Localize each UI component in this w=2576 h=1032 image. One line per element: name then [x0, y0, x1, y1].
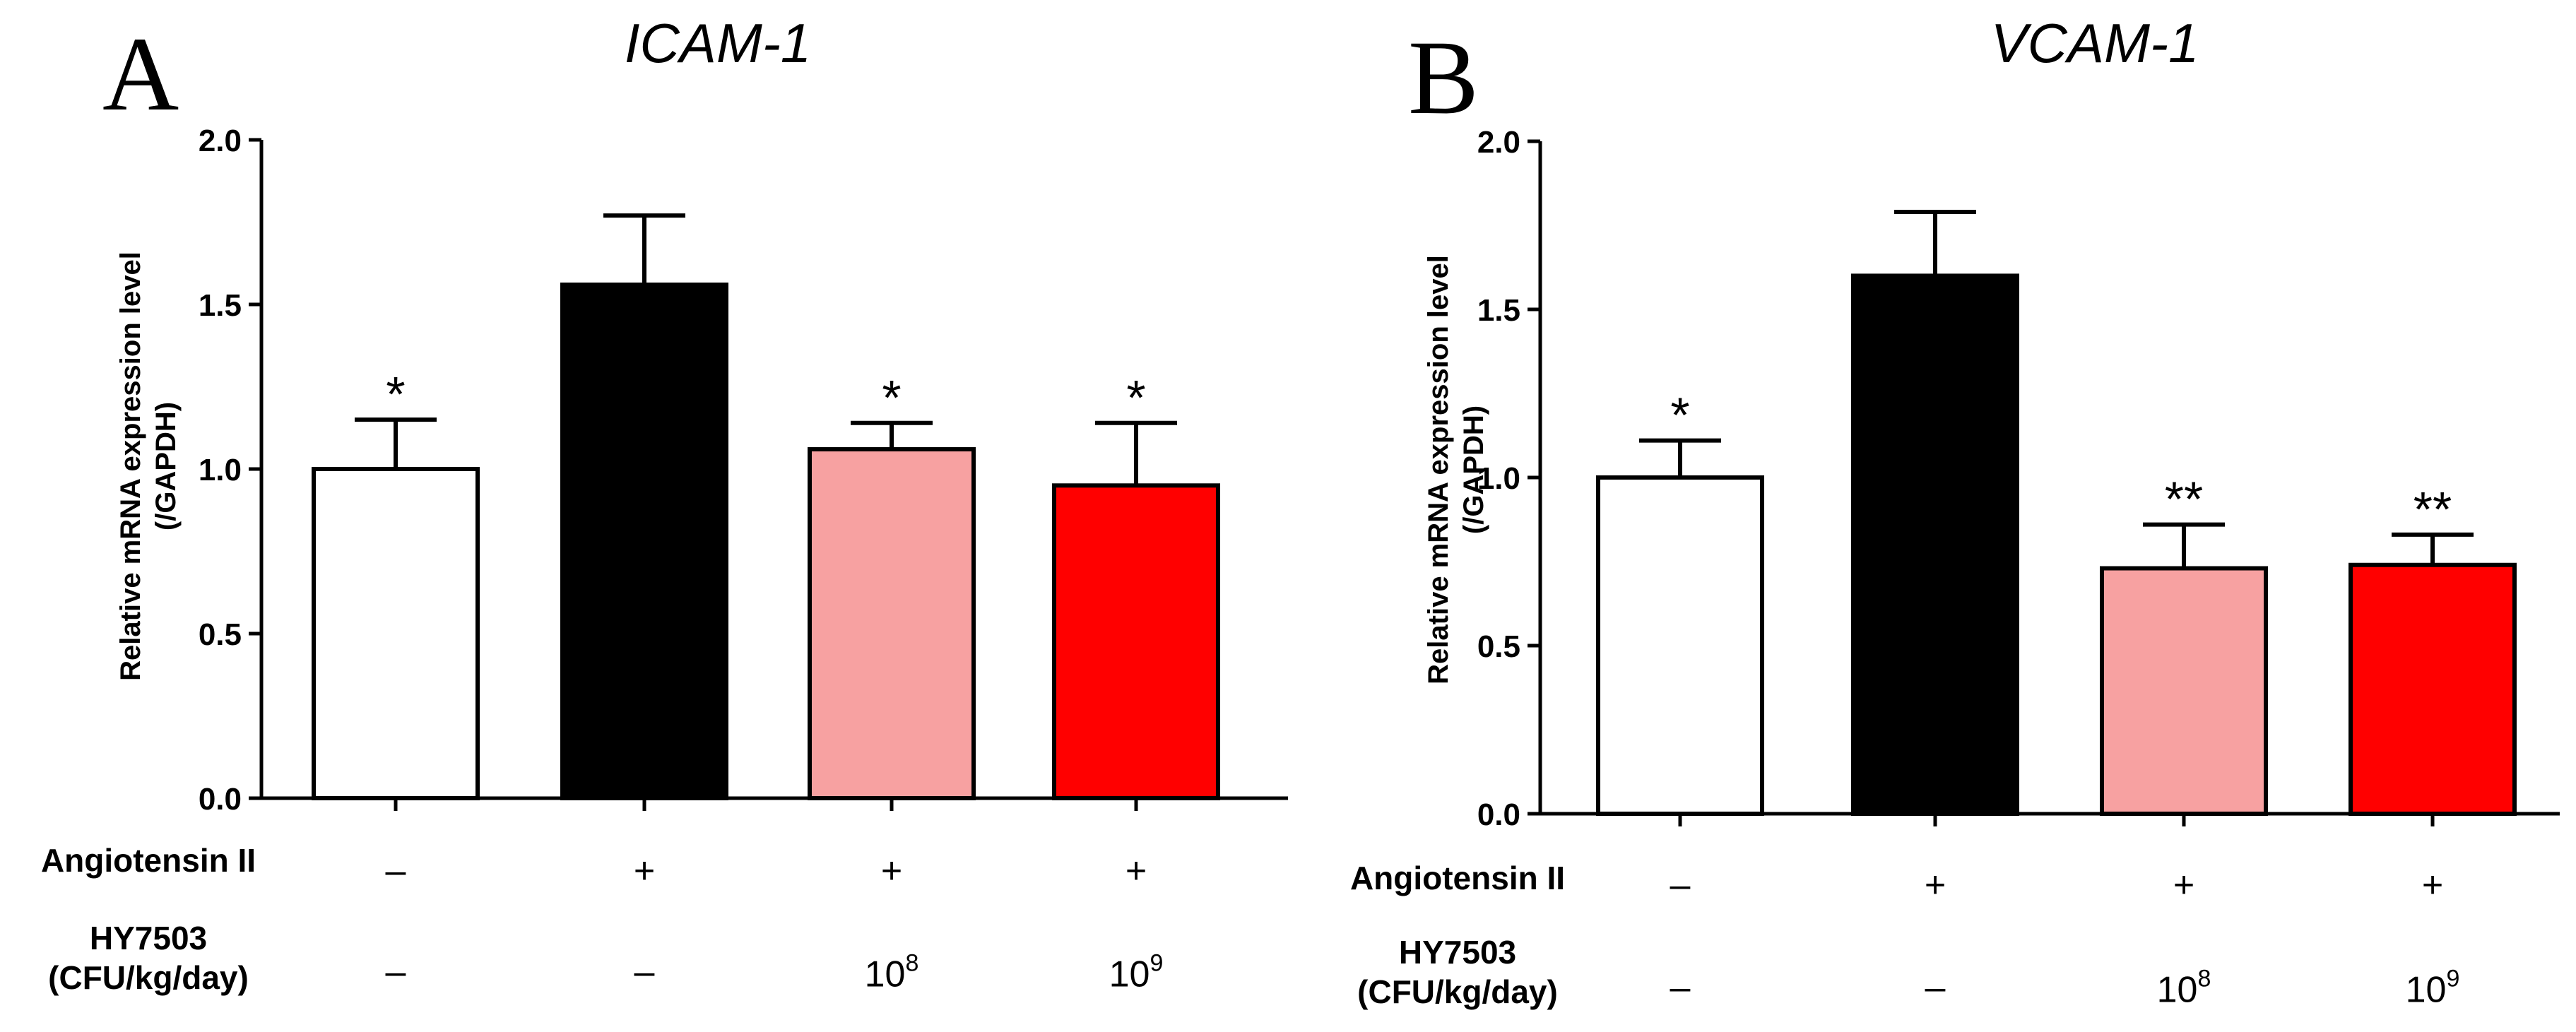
hy7503-condition-value: –	[1925, 969, 1946, 1006]
bar	[2348, 562, 2517, 816]
panel-letter: B	[1408, 19, 1479, 136]
bar	[1052, 483, 1220, 800]
bar-chart: 0.0 0.5 1.0 1.5 2.0 * * *	[199, 124, 1288, 817]
dose-exponent: 8	[905, 949, 919, 977]
hy7503-condition-value: 108	[865, 951, 919, 993]
y-tick-label: 1.0	[1477, 461, 1520, 496]
y-tick-label: 2.0	[199, 124, 242, 158]
bar	[560, 283, 728, 801]
chart-title: ICAM-1	[624, 12, 812, 74]
bar	[2100, 566, 2268, 817]
hy7503-label-line2: (CFU/kg/day)	[48, 959, 249, 996]
hy7503-condition-value: 109	[2406, 967, 2460, 1009]
dose-base: 10	[1109, 954, 1150, 995]
hy7503-condition-value: 109	[1109, 951, 1164, 993]
bar	[1596, 475, 1764, 816]
significance-marker: *	[1126, 370, 1145, 425]
bar-chart: 0.00.51.01.52.0*** **	[1477, 125, 2560, 832]
hy7503-condition-value: –	[386, 954, 406, 990]
y-tick-label: 1.5	[1477, 293, 1520, 328]
significance-marker: **	[2165, 472, 2203, 527]
chart-title: VCAM-1	[1990, 12, 2199, 74]
y-tick-label: 1.0	[199, 453, 242, 487]
angiotensin-condition-value: –	[385, 850, 406, 891]
hy7503-label-line1: HY7503	[1398, 934, 1517, 971]
significance-marker: *	[882, 370, 901, 425]
y-tick-label: 0.0	[199, 782, 242, 817]
panel-letter: A	[102, 16, 179, 133]
dose-base: –	[1670, 967, 1691, 1008]
y-tick-label: 0.0	[1477, 797, 1520, 832]
dose-base: –	[634, 951, 655, 992]
dose-exponent: 8	[2197, 965, 2211, 992]
bar	[1851, 273, 2019, 816]
dose-base: 10	[2405, 969, 2447, 1011]
y-tick-label: 0.5	[199, 617, 242, 652]
dose-base: 10	[2156, 969, 2198, 1011]
angiotensin-condition-value: +	[1924, 865, 1946, 906]
angiotensin-condition-value: +	[2173, 865, 2195, 906]
panel-a: A ICAM-1 Relative mRNA expression level …	[40, 12, 1288, 997]
hy7503-label-line2: (CFU/kg/day)	[1357, 973, 1558, 1010]
angiotensin-condition-value: +	[880, 850, 903, 891]
angiotensin-condition-value: –	[1670, 865, 1691, 906]
hy7503-row-label: HY7503 (CFU/kg/day)	[48, 918, 249, 997]
dose-base: 10	[864, 954, 906, 995]
hy7503-condition-value: –	[1670, 969, 1691, 1006]
y-tick-label: 2.0	[1477, 125, 1520, 160]
y-tick-label: 1.5	[199, 288, 242, 323]
angiotensin-row-label: Angiotensin II	[1349, 860, 1566, 896]
y-tick-label: 0.5	[1477, 629, 1520, 664]
significance-marker: *	[386, 367, 405, 422]
hy7503-condition-value: 108	[2157, 967, 2211, 1009]
angiotensin-condition-value: +	[633, 850, 656, 891]
angiotensin-condition-value: +	[1125, 850, 1147, 891]
dose-exponent: 9	[2446, 965, 2460, 992]
bar	[312, 467, 480, 800]
hy7503-condition-value: –	[634, 954, 655, 990]
panel-b: B VCAM-1 Relative mRNA expression level …	[1288, 0, 2576, 1032]
angiotensin-row-label: Angiotensin II	[40, 842, 256, 879]
bar	[808, 447, 976, 800]
hy7503-label-line1: HY7503	[89, 920, 208, 956]
dose-base: –	[1925, 967, 1946, 1008]
dose-base: –	[385, 951, 406, 992]
hy7503-row-label: HY7503 (CFU/kg/day)	[1357, 932, 1558, 1012]
angiotensin-condition-value: +	[2421, 865, 2444, 906]
dose-exponent: 9	[1150, 949, 1164, 977]
significance-marker: *	[1670, 388, 1689, 443]
significance-marker: **	[2413, 482, 2452, 537]
